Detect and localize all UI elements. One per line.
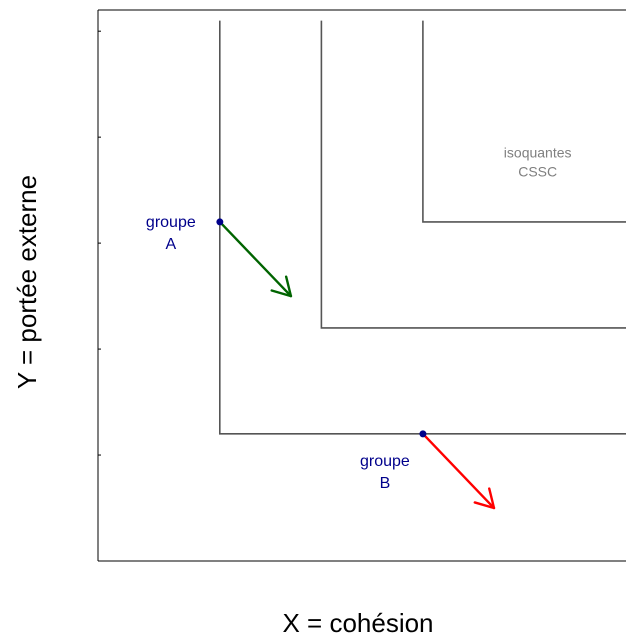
direction-arrows [218,220,496,510]
group-points [216,218,427,438]
group-a-label: groupe A [146,214,196,253]
arrow-head-2 [473,487,496,510]
plot-frame [97,9,626,562]
arrow-head-1 [270,275,293,298]
x-axis-title: X = cohésion [282,608,433,637]
isoquant-line-2 [320,20,626,329]
isoquant-lines [219,20,626,435]
arrow-shaft-1 [218,220,293,298]
arrow-shaft-2 [421,432,496,510]
y-axis-title: Y = portée externe [12,175,42,389]
group-point-1 [216,218,224,226]
annotations: groupe A groupe B isoquantes CSSC [146,144,572,492]
isoquant-line-1 [219,20,626,435]
group-b-label: groupe B [360,453,410,492]
isoquant-line-3 [422,20,626,223]
isoquant-label: isoquantes CSSC [504,144,572,179]
group-point-2 [419,430,427,438]
